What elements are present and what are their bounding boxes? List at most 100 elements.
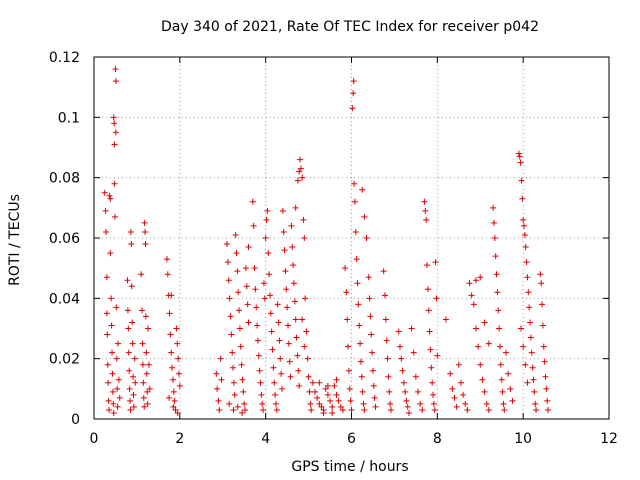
data-point [110, 114, 117, 121]
data-point [112, 78, 119, 85]
data-point [296, 168, 303, 175]
data-point [103, 228, 110, 235]
data-point [331, 382, 338, 389]
x-tick-label: 0 [90, 431, 99, 447]
data-point [249, 198, 256, 205]
data-point [429, 379, 436, 386]
data-point [232, 231, 239, 238]
data-point [523, 259, 530, 266]
data-point [144, 400, 151, 407]
data-point [259, 400, 266, 407]
data-point [254, 322, 261, 329]
data-point [301, 235, 308, 241]
data-point [402, 388, 409, 395]
data-point [537, 271, 544, 278]
data-point [477, 274, 484, 281]
data-point [288, 222, 295, 229]
data-point [145, 325, 152, 332]
data-point [533, 406, 540, 413]
data-point [163, 256, 170, 263]
data-point [509, 397, 516, 404]
data-point [145, 361, 152, 368]
data-point [105, 397, 112, 404]
data-point [505, 370, 512, 377]
data-point [295, 367, 302, 374]
data-point [238, 361, 245, 368]
data-point [218, 376, 225, 383]
data-point [127, 228, 134, 235]
data-point [171, 397, 178, 404]
data-point [284, 304, 291, 311]
data-point [485, 406, 492, 413]
data-point [299, 174, 306, 181]
data-point [173, 325, 180, 332]
data-point [130, 373, 137, 380]
data-point [339, 406, 346, 413]
data-point [169, 376, 176, 383]
data-point [470, 301, 477, 308]
data-point [113, 304, 120, 311]
data-point [521, 231, 528, 238]
data-point [169, 364, 176, 371]
data-point [233, 250, 240, 257]
data-point [166, 310, 173, 317]
data-point [357, 358, 364, 365]
data-point [112, 213, 119, 220]
data-point [131, 355, 138, 362]
data-point [234, 403, 241, 410]
data-point [528, 349, 535, 356]
data-point [360, 400, 367, 407]
data-point [271, 379, 278, 386]
data-point [116, 394, 123, 401]
data-point [384, 355, 391, 362]
data-point [103, 274, 110, 281]
data-point [521, 222, 528, 229]
data-point [545, 406, 552, 413]
data-point [264, 207, 271, 214]
data-point [496, 325, 503, 332]
data-point [244, 301, 251, 308]
data-point [383, 337, 390, 344]
data-point [314, 394, 321, 401]
data-point [230, 364, 237, 371]
data-point [303, 328, 310, 335]
data-point [128, 241, 135, 248]
data-point [107, 195, 114, 202]
data-point [324, 391, 331, 398]
data-point [241, 400, 248, 407]
data-point [306, 388, 313, 395]
data-point [109, 370, 116, 377]
data-point [175, 355, 182, 362]
data-point [318, 403, 325, 410]
y-tick-label: 0.1 [58, 110, 80, 126]
data-point [172, 406, 179, 413]
data-point [299, 316, 306, 323]
data-point [253, 304, 260, 311]
data-point [361, 406, 368, 413]
data-point [352, 228, 359, 235]
data-point [426, 328, 433, 335]
data-point [245, 244, 252, 251]
data-point [256, 367, 263, 374]
data-point [166, 394, 173, 401]
data-point [410, 349, 417, 356]
data-point [327, 397, 334, 404]
data-point [472, 325, 479, 332]
data-point [358, 373, 365, 380]
data-point [380, 268, 387, 275]
data-point [168, 349, 175, 356]
data-point [434, 352, 441, 359]
data-point [243, 283, 250, 290]
data-point [176, 382, 183, 389]
data-point [289, 244, 296, 251]
data-point [254, 337, 261, 344]
data-point [460, 391, 467, 398]
data-point [108, 295, 115, 302]
data-point [224, 259, 231, 266]
data-point [143, 370, 150, 377]
data-point [125, 349, 132, 356]
data-point [539, 301, 546, 308]
data-point [538, 280, 545, 287]
data-point [234, 268, 241, 275]
data-point [242, 406, 249, 413]
